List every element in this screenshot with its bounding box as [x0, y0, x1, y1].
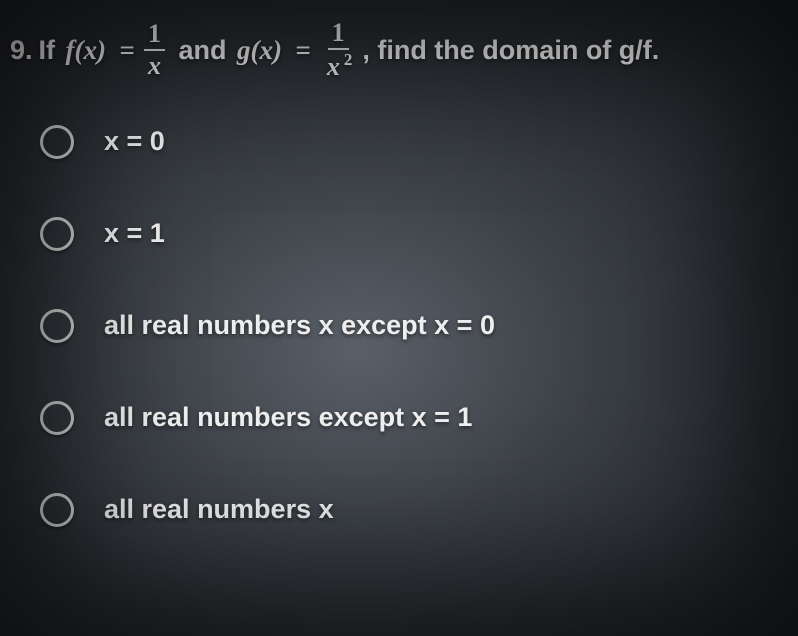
frac1-numerator: 1 [144, 21, 165, 51]
option-label: x = 0 [104, 126, 165, 157]
option-label: all real numbers x except x = 0 [104, 310, 495, 341]
question-suffix: , find the domain of g/f. [362, 34, 659, 66]
and-text: and [178, 34, 226, 66]
radio-icon[interactable] [40, 125, 74, 159]
radio-icon[interactable] [40, 217, 74, 251]
fraction-1: 1 x [144, 21, 165, 79]
option-a[interactable]: x = 0 [40, 125, 788, 159]
quiz-container: 9. If f(x) = 1 x and g(x) = 1 x2 , find … [0, 0, 798, 547]
radio-icon[interactable] [40, 401, 74, 435]
options-list: x = 0 x = 1 all real numbers x except x … [10, 125, 788, 527]
frac2-numerator: 1 [328, 20, 349, 50]
f-of-x: f(x) [66, 34, 106, 66]
option-d[interactable]: all real numbers except x = 1 [40, 401, 788, 435]
option-c[interactable]: all real numbers x except x = 0 [40, 309, 788, 343]
option-label: all real numbers x [104, 494, 334, 525]
question-text: 9. If f(x) = 1 x and g(x) = 1 x2 , find … [10, 20, 788, 80]
equals-1: = [120, 34, 135, 66]
question-number: 9. [10, 34, 33, 66]
g-of-x: g(x) [237, 34, 282, 66]
option-label: x = 1 [104, 218, 165, 249]
frac1-denominator: x [144, 51, 165, 79]
radio-icon[interactable] [40, 309, 74, 343]
question-prefix: If [39, 34, 56, 66]
frac2-denominator: x2 [320, 50, 356, 80]
option-label: all real numbers except x = 1 [104, 402, 472, 433]
fraction-2: 1 x2 [320, 20, 356, 80]
equals-2: = [295, 34, 310, 66]
radio-icon[interactable] [40, 493, 74, 527]
option-e[interactable]: all real numbers x [40, 493, 788, 527]
option-b[interactable]: x = 1 [40, 217, 788, 251]
